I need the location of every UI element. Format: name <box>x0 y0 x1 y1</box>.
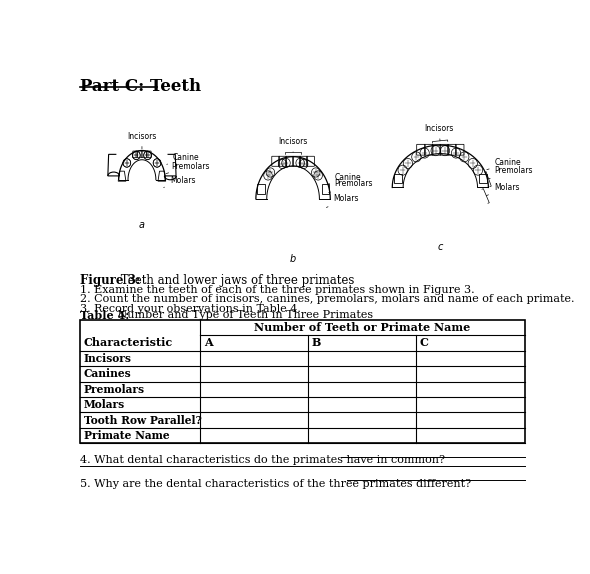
Text: Molars: Molars <box>84 399 125 410</box>
Text: Molars: Molars <box>482 183 519 203</box>
Text: Number and Type of Teeth in Three Primates: Number and Type of Teeth in Three Primat… <box>114 310 373 320</box>
Text: Premolars: Premolars <box>166 162 210 173</box>
Text: Primate Name: Primate Name <box>84 430 169 441</box>
Text: Premolars: Premolars <box>329 179 373 193</box>
Text: Tooth Row Parallel?: Tooth Row Parallel? <box>84 414 202 425</box>
Text: 2. Count the number of incisors, canines, premolars, molars and name of each pri: 2. Count the number of incisors, canines… <box>80 294 575 304</box>
Text: b: b <box>290 254 296 263</box>
Text: Number of Teeth or Primate Name: Number of Teeth or Primate Name <box>254 322 471 333</box>
Text: 1. Examine the teeth of each of the three primates shown in Figure 3.: 1. Examine the teeth of each of the thre… <box>80 285 474 295</box>
Text: Incisors: Incisors <box>84 353 132 364</box>
Text: B: B <box>312 338 321 348</box>
Bar <box>80 320 525 443</box>
Text: Characteristic: Characteristic <box>84 338 173 348</box>
Text: Table 4:: Table 4: <box>80 310 129 321</box>
Text: Incisors: Incisors <box>278 137 308 154</box>
Text: 5. Why are the dental characteristics of the three primates different?: 5. Why are the dental characteristics of… <box>80 479 471 488</box>
Text: Canine: Canine <box>328 173 362 184</box>
Text: Molars: Molars <box>326 194 359 207</box>
Text: Canines: Canines <box>84 369 132 379</box>
Text: Molars: Molars <box>163 176 195 188</box>
Text: 4. What dental characteristics do the primates have in common?: 4. What dental characteristics do the pr… <box>80 455 445 466</box>
Text: Incisors: Incisors <box>424 124 454 143</box>
Text: Figure 3:: Figure 3: <box>80 274 140 286</box>
Text: Part C: Teeth: Part C: Teeth <box>80 78 201 95</box>
Text: A: A <box>204 338 212 348</box>
Text: C: C <box>419 338 428 348</box>
Text: Teeth and lower jaws of three primates: Teeth and lower jaws of three primates <box>117 274 355 286</box>
Text: Premolars: Premolars <box>484 166 532 187</box>
Text: c: c <box>438 242 443 252</box>
Text: a: a <box>139 220 145 230</box>
Text: 3. Record your observations in Table 4.: 3. Record your observations in Table 4. <box>80 304 301 314</box>
Text: Incisors: Incisors <box>127 132 156 149</box>
Text: Premolars: Premolars <box>84 383 145 395</box>
Text: Canine: Canine <box>487 158 521 170</box>
Text: Canine: Canine <box>167 153 199 164</box>
